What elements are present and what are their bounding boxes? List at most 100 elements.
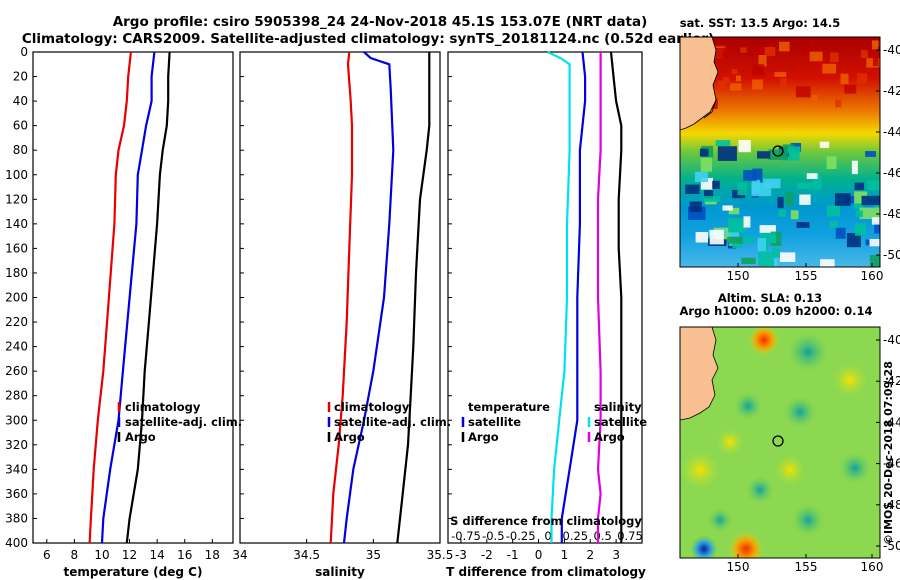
legend-t-satellite: satellite — [468, 415, 521, 429]
sst-pixel-patch — [855, 223, 866, 236]
sst-pixel-patch — [840, 73, 849, 85]
sst-pixel-patch — [851, 160, 858, 175]
sst-pixel-patch — [700, 177, 713, 190]
imos-credit: ©IMOS 20-Dec-2018 07:09:28 — [882, 361, 895, 545]
series-line-t-argo — [609, 51, 623, 543]
salinity-panel-frame — [239, 51, 441, 544]
sst-pixel-patch — [809, 51, 823, 62]
sst-pixel-patch — [857, 73, 868, 84]
sst-pixel-patch — [722, 205, 733, 211]
t-difference-x-axis: -3 -2 -1 0 1 2 3 — [448, 51, 620, 562]
series-line-argo — [396, 52, 431, 544]
salinity-series — [329, 51, 431, 544]
x-tick-label: 35 — [366, 548, 381, 562]
y-tick-label: 100 — [5, 168, 28, 182]
temperature-legend: climatology satellite-adj. clim. Argo — [117, 400, 242, 444]
sla-map-title1: Altim. SLA: 0.13 — [718, 291, 822, 305]
temperature-x-label: temperature (deg C) — [64, 565, 203, 579]
sst-pixel-patch — [779, 41, 790, 52]
sst-pixel-patch — [865, 151, 876, 157]
sst-pixel-patch — [844, 84, 857, 94]
map-y-tick-label: -42 — [883, 374, 900, 388]
sst-pixel-patch — [723, 77, 730, 84]
legend-temperature-heading: temperature — [468, 400, 550, 414]
sla-eddy — [774, 454, 806, 486]
y-tick-label: 80 — [13, 143, 28, 157]
sst-pixel-patch — [871, 217, 880, 225]
sst-pixel-patch — [806, 173, 818, 179]
sst-pixel-patch — [790, 210, 799, 220]
sst-pixel-patch — [874, 221, 880, 234]
sst-pixel-patch — [694, 171, 708, 183]
tasmania-land — [680, 327, 719, 421]
x2-tick-label: 0 — [544, 529, 551, 543]
sst-pixel-patch — [869, 254, 880, 267]
sla-eddy — [788, 332, 828, 372]
sst-pixel-patch — [861, 195, 880, 206]
sst-pixel-patch — [826, 156, 837, 169]
sst-pixel-patch — [738, 236, 754, 243]
map-y-tick-label: -50 — [883, 248, 900, 262]
y-tick-label: 340 — [5, 462, 28, 476]
y-tick-label: 0 — [20, 45, 28, 59]
x2-tick-label: -0.75 — [451, 529, 481, 543]
sst-pixel-patch — [834, 193, 851, 206]
sst-pixel-patch — [826, 205, 841, 217]
sst-pixel-patch — [717, 80, 726, 91]
sst-map-frame — [679, 36, 881, 268]
sst-pixel-patch — [787, 146, 801, 154]
difference-series — [547, 51, 623, 543]
y-tick-label: 300 — [5, 413, 28, 427]
sst-map — [680, 37, 880, 267]
sst-pixel-patch — [855, 210, 863, 218]
sst-pixel-patch — [757, 238, 766, 252]
y-tick-label: 220 — [5, 315, 28, 329]
sla-eddy — [728, 531, 764, 558]
sla-eddy — [746, 476, 774, 504]
sla-eddy — [716, 428, 744, 456]
y-tick-label: 320 — [5, 438, 28, 452]
x-tick-label: 2 — [586, 548, 594, 562]
sst-pixel-patch — [835, 99, 842, 108]
sst-pixel-patch — [845, 195, 858, 204]
t-difference-x-label: T difference from climatology — [446, 565, 646, 579]
temperature-panel-frame — [32, 51, 234, 544]
x-tick-label: 14 — [149, 548, 164, 562]
sst-pixel-patch — [854, 182, 865, 191]
sst-pixel-patch — [829, 221, 838, 229]
series-line-satellite-adj-clim- — [100, 51, 156, 544]
legend-salinity-heading: salinity — [594, 400, 642, 414]
sst-pixel-patch — [715, 140, 731, 146]
map-y-tick-label: -44 — [883, 125, 900, 139]
series-line-t-satellite — [560, 51, 587, 543]
sst-pixel-patch — [752, 168, 763, 182]
sla-eddy — [748, 327, 780, 356]
sla-eddy — [784, 396, 816, 428]
sst-pixel-patch — [846, 233, 861, 248]
sst-pixel-patch — [728, 207, 740, 215]
sst-pixel-patch — [779, 252, 796, 262]
map-y-tick-label: -40 — [883, 43, 900, 57]
sst-pixel-patch — [757, 151, 771, 159]
sst-pixel-patch — [743, 170, 757, 181]
sst-pixel-patch — [859, 207, 880, 219]
sst-pixel-patch — [752, 64, 765, 76]
sst-pixel-patch — [743, 216, 751, 228]
sst-pixel-patch — [774, 72, 787, 77]
temperature-x-axis: 6 8 10 12 14 16 18 — [33, 51, 220, 562]
sst-pixel-patch — [820, 259, 835, 267]
legend-satellite: satellite-adj. clim. — [334, 415, 451, 429]
legend-argo: Argo — [125, 430, 156, 444]
x-tick-label: -3 — [455, 548, 467, 562]
sst-argo-location-marker — [772, 145, 784, 157]
sla-eddy — [832, 362, 868, 398]
sst-pixel-patch — [764, 46, 776, 56]
x-tick-label: 8 — [71, 548, 79, 562]
series-line-climatology — [329, 51, 354, 544]
sla-eddy — [680, 450, 720, 490]
series-line-climatology — [88, 51, 132, 544]
sla-eddy — [839, 452, 871, 484]
y-tick-label: 120 — [5, 192, 28, 206]
x-tick-label: -1 — [507, 548, 519, 562]
map-x-tick-label: 160 — [861, 560, 884, 574]
